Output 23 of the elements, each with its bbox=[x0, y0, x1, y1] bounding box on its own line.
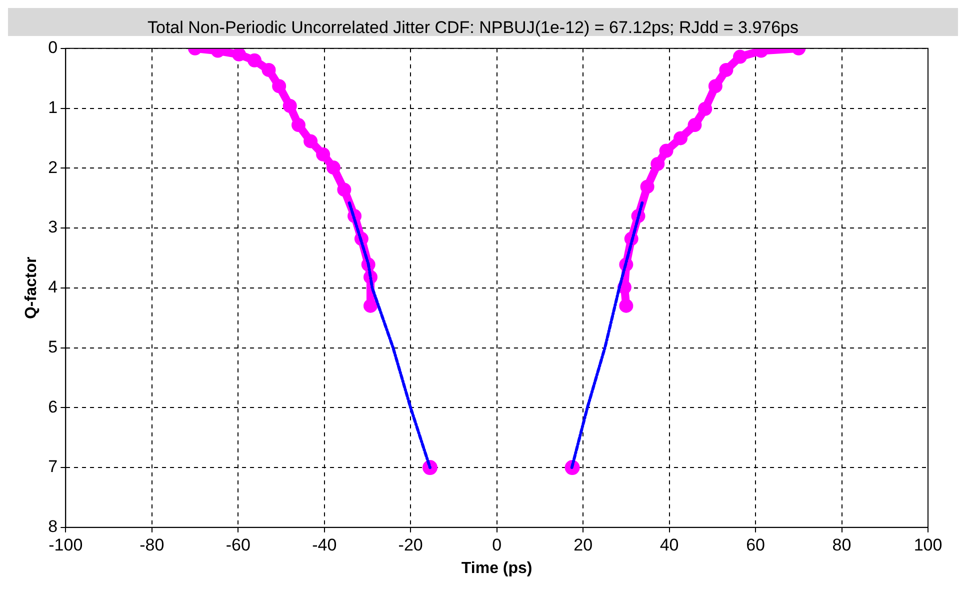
x-tick-label: 20 bbox=[574, 535, 593, 554]
y-tick-label: 6 bbox=[48, 397, 58, 416]
x-axis-title: Time (ps) bbox=[461, 560, 532, 577]
y-tick-label: 0 bbox=[48, 38, 58, 58]
x-tick-label: -20 bbox=[398, 535, 423, 554]
x-tick-label: 100 bbox=[914, 535, 942, 554]
y-tick-label: 4 bbox=[48, 278, 58, 297]
x-tick-label: 40 bbox=[660, 535, 679, 554]
x-tick-label: 0 bbox=[492, 535, 502, 554]
x-tick-label: -60 bbox=[226, 535, 250, 554]
y-tick-label: 3 bbox=[48, 218, 58, 237]
x-tick-label: -80 bbox=[140, 535, 164, 554]
y-tick-label: 1 bbox=[48, 98, 58, 117]
chart-title: Total Non-Periodic Uncorrelated Jitter CDF: NPBUJ(1e-12) = 67.12ps; RJdd = 3.976ps bbox=[147, 18, 799, 37]
y-tick-label: 5 bbox=[48, 337, 58, 356]
x-tick-label: -100 bbox=[48, 535, 83, 554]
y-axis-title: Q-factor bbox=[23, 256, 40, 320]
y-tick-label: 8 bbox=[48, 517, 58, 536]
y-tick-label: 2 bbox=[48, 158, 58, 177]
x-tick-label: -40 bbox=[312, 535, 337, 554]
x-tick-label: 80 bbox=[832, 535, 852, 554]
y-tick-label: 7 bbox=[48, 457, 58, 476]
x-tick-label: 60 bbox=[746, 535, 765, 554]
